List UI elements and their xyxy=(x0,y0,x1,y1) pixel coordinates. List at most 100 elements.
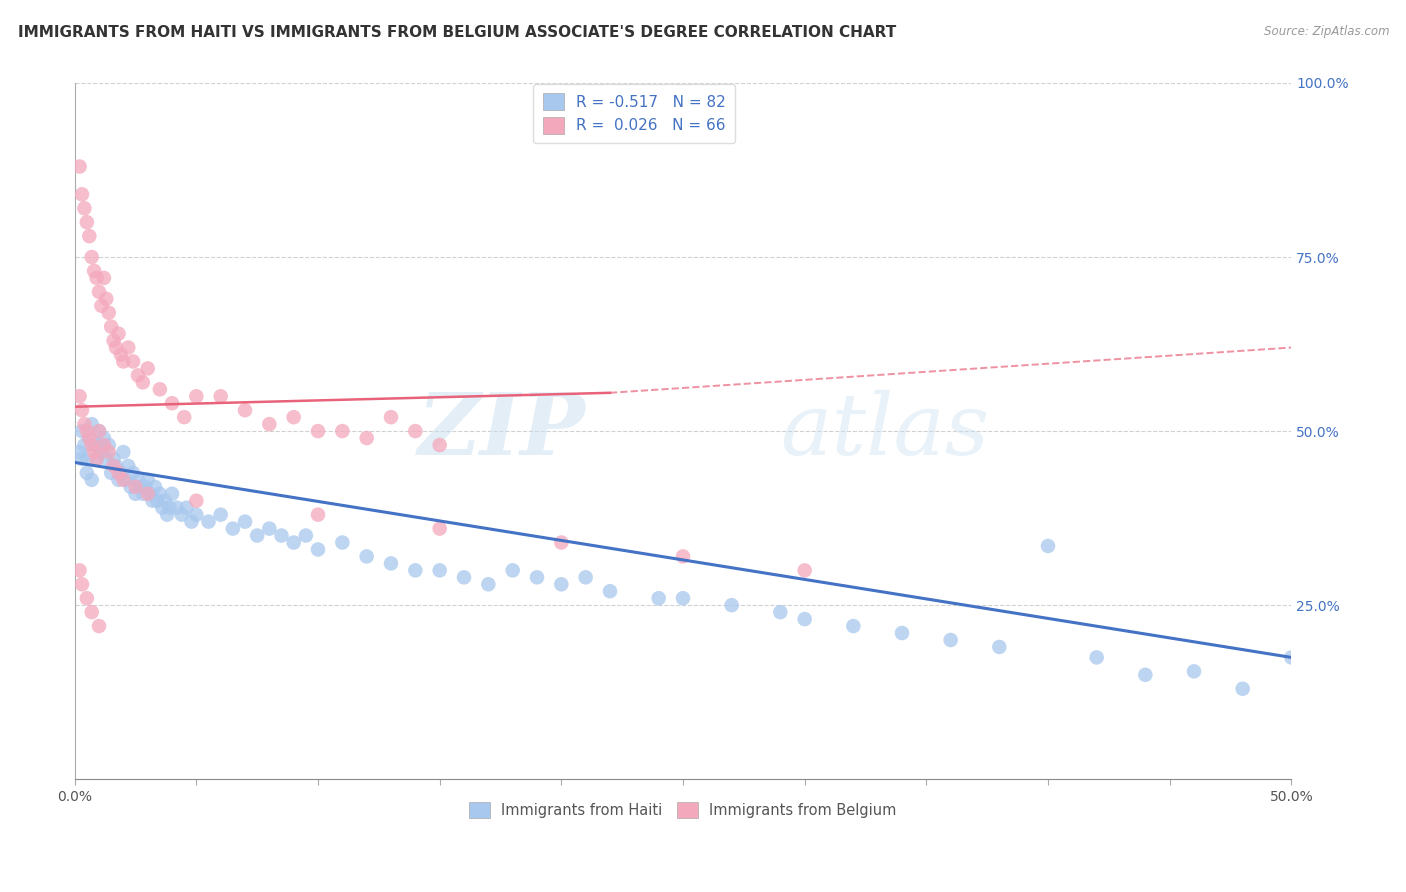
Point xyxy=(1036,539,1059,553)
Point xyxy=(330,535,353,549)
Point xyxy=(70,424,93,438)
Point xyxy=(233,515,256,529)
Point xyxy=(107,473,129,487)
Point xyxy=(114,473,136,487)
Point xyxy=(159,500,181,515)
Point xyxy=(186,389,208,403)
Point xyxy=(76,424,98,438)
Point xyxy=(90,445,112,459)
Point xyxy=(69,563,91,577)
Point xyxy=(720,598,742,612)
Point xyxy=(122,354,145,368)
Point xyxy=(477,577,499,591)
Point xyxy=(222,522,245,536)
Point xyxy=(176,500,198,515)
Point xyxy=(139,487,162,501)
Point xyxy=(129,480,152,494)
Point xyxy=(87,424,110,438)
Point xyxy=(150,500,173,515)
Point xyxy=(550,535,572,549)
Point xyxy=(197,515,219,529)
Point xyxy=(124,480,146,494)
Point xyxy=(356,549,378,564)
Point xyxy=(453,570,475,584)
Point xyxy=(77,229,100,244)
Point xyxy=(87,619,110,633)
Point xyxy=(429,522,451,536)
Point xyxy=(295,528,318,542)
Point xyxy=(186,508,208,522)
Point xyxy=(160,487,183,501)
Point xyxy=(141,493,163,508)
Point xyxy=(86,271,108,285)
Point xyxy=(246,528,269,542)
Point xyxy=(76,452,98,467)
Point xyxy=(120,480,142,494)
Point xyxy=(209,508,232,522)
Text: Source: ZipAtlas.com: Source: ZipAtlas.com xyxy=(1264,25,1389,38)
Point xyxy=(307,508,329,522)
Point xyxy=(939,632,962,647)
Point xyxy=(149,382,172,396)
Point xyxy=(73,201,96,215)
Point xyxy=(76,215,98,229)
Point xyxy=(429,563,451,577)
Point xyxy=(107,466,129,480)
Point xyxy=(124,487,146,501)
Point xyxy=(136,473,159,487)
Point xyxy=(672,549,695,564)
Point xyxy=(96,452,118,467)
Text: IMMIGRANTS FROM HAITI VS IMMIGRANTS FROM BELGIUM ASSOCIATE'S DEGREE CORRELATION : IMMIGRANTS FROM HAITI VS IMMIGRANTS FROM… xyxy=(18,25,897,40)
Point xyxy=(307,424,329,438)
Point xyxy=(599,584,621,599)
Point xyxy=(77,431,100,445)
Point xyxy=(136,361,159,376)
Point xyxy=(146,493,169,508)
Point xyxy=(132,487,155,501)
Point xyxy=(93,271,115,285)
Point xyxy=(134,480,156,494)
Point xyxy=(259,417,281,431)
Point xyxy=(80,417,103,431)
Point xyxy=(356,431,378,445)
Point xyxy=(107,326,129,341)
Text: ZIP: ZIP xyxy=(418,389,586,473)
Point xyxy=(502,563,524,577)
Point xyxy=(166,500,188,515)
Point xyxy=(404,563,426,577)
Point xyxy=(70,452,93,467)
Point xyxy=(429,438,451,452)
Point xyxy=(80,250,103,264)
Point xyxy=(270,528,292,542)
Point xyxy=(1279,650,1302,665)
Point xyxy=(86,452,108,467)
Point xyxy=(575,570,598,584)
Point xyxy=(173,410,195,425)
Point xyxy=(988,640,1011,654)
Point xyxy=(793,612,815,626)
Point xyxy=(180,515,202,529)
Point xyxy=(153,493,176,508)
Point xyxy=(70,187,93,202)
Point xyxy=(70,577,93,591)
Point xyxy=(83,264,105,278)
Point xyxy=(404,424,426,438)
Point xyxy=(69,160,91,174)
Point xyxy=(87,424,110,438)
Point xyxy=(112,445,135,459)
Point xyxy=(259,522,281,536)
Point xyxy=(526,570,548,584)
Point xyxy=(647,591,669,606)
Point xyxy=(87,285,110,299)
Point xyxy=(132,376,155,390)
Point xyxy=(110,347,132,361)
Point xyxy=(103,452,125,467)
Point xyxy=(97,438,120,452)
Point xyxy=(80,438,103,452)
Point xyxy=(891,626,914,640)
Point xyxy=(793,563,815,577)
Point xyxy=(209,389,232,403)
Point xyxy=(76,466,98,480)
Point xyxy=(1182,665,1205,679)
Point xyxy=(117,341,139,355)
